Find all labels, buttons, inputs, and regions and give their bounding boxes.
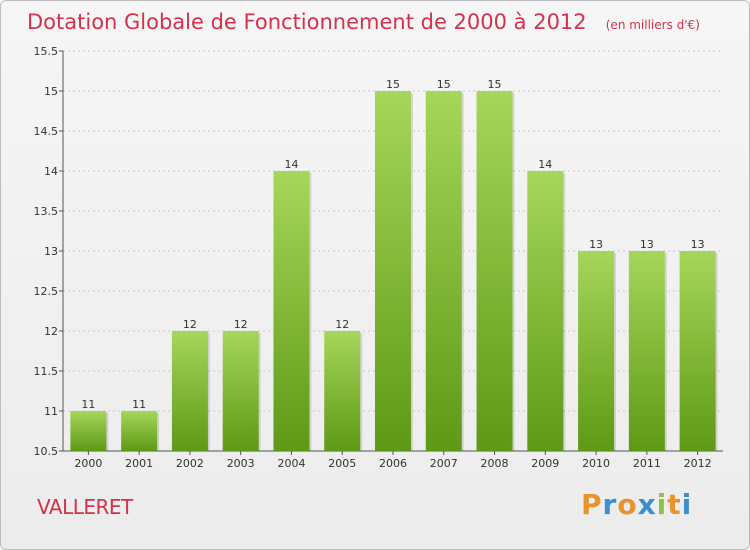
x-tick-label: 2012 bbox=[684, 457, 712, 470]
x-tick-label: 2002 bbox=[176, 457, 204, 470]
value-label: 15 bbox=[488, 78, 502, 91]
bar-2008 bbox=[476, 91, 513, 451]
x-tick-label: 2006 bbox=[379, 457, 407, 470]
bar-2007 bbox=[425, 91, 462, 451]
logo-letter: t bbox=[667, 488, 682, 521]
x-tick-label: 2011 bbox=[633, 457, 661, 470]
value-label: 12 bbox=[335, 318, 349, 331]
y-tick-label: 15 bbox=[44, 85, 58, 98]
bar-2005 bbox=[324, 331, 361, 451]
y-tick-label: 12 bbox=[44, 325, 58, 338]
x-tick-label: 2001 bbox=[125, 457, 153, 470]
value-label: 14 bbox=[284, 158, 298, 171]
logo-letter: r bbox=[602, 488, 618, 521]
y-tick-label: 10.5 bbox=[34, 445, 59, 458]
y-tick-label: 14 bbox=[44, 165, 58, 178]
value-label: 15 bbox=[437, 78, 451, 91]
bar-2001 bbox=[121, 411, 158, 451]
y-tick-label: 15.5 bbox=[34, 45, 59, 58]
value-label: 13 bbox=[691, 238, 705, 251]
y-tick-label: 11 bbox=[44, 405, 58, 418]
value-label: 14 bbox=[538, 158, 552, 171]
y-tick-label: 11.5 bbox=[34, 365, 59, 378]
y-tick-label: 12.5 bbox=[34, 285, 59, 298]
bar-2003 bbox=[222, 331, 259, 451]
value-label: 11 bbox=[81, 398, 95, 411]
value-label: 13 bbox=[589, 238, 603, 251]
bar-2010 bbox=[578, 251, 615, 451]
bar-2011 bbox=[628, 251, 665, 451]
logo-letter: i bbox=[681, 488, 693, 521]
x-tick-label: 2003 bbox=[227, 457, 255, 470]
logo-letter: i bbox=[656, 488, 668, 521]
x-tick-label: 2000 bbox=[74, 457, 102, 470]
value-label: 12 bbox=[234, 318, 248, 331]
chart-title-main: Dotation Globale de Fonctionnement de 20… bbox=[27, 10, 587, 34]
logo-letter: x bbox=[637, 488, 657, 521]
proxiti-logo[interactable]: Proxiti bbox=[581, 488, 692, 521]
chart-title-subtitle: (en milliers d'€) bbox=[606, 18, 700, 32]
x-tick-label: 2010 bbox=[582, 457, 610, 470]
value-label: 13 bbox=[640, 238, 654, 251]
bar-2002 bbox=[171, 331, 208, 451]
y-tick-label: 14.5 bbox=[34, 125, 59, 138]
value-label: 12 bbox=[183, 318, 197, 331]
value-label: 15 bbox=[386, 78, 400, 91]
x-tick-label: 2005 bbox=[328, 457, 356, 470]
bar-2004 bbox=[273, 171, 310, 451]
y-tick-label: 13 bbox=[44, 245, 58, 258]
logo-letter: o bbox=[617, 488, 638, 521]
labels: 10.5 11 11.5 12 12.5 13 13.5 14 14.5 15 15.5 11 2000… bbox=[34, 45, 712, 470]
x-tick-label: 2008 bbox=[481, 457, 509, 470]
bar-2006 bbox=[375, 91, 411, 451]
logo-letter: P bbox=[581, 488, 603, 521]
value-label: 11 bbox=[132, 398, 146, 411]
y-tick-label: 13.5 bbox=[34, 205, 59, 218]
bar-2012 bbox=[679, 251, 716, 451]
bars bbox=[70, 91, 718, 451]
chart-title: Dotation Globale de Fonctionnement de 20… bbox=[27, 10, 700, 34]
bar-2009 bbox=[527, 171, 564, 451]
x-tick-label: 2004 bbox=[277, 457, 305, 470]
commune-name: VALLERET bbox=[37, 495, 133, 519]
bar-2000 bbox=[70, 411, 107, 451]
x-tick-label: 2007 bbox=[430, 457, 458, 470]
x-tick-label: 2009 bbox=[531, 457, 559, 470]
